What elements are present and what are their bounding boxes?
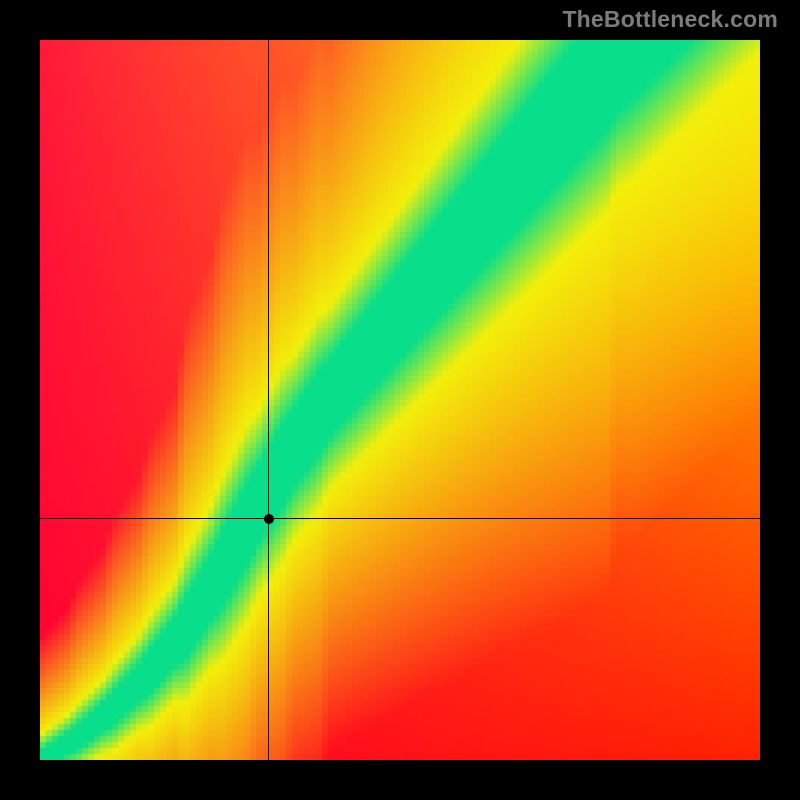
watermark-text: TheBottleneck.com: [562, 6, 778, 33]
crosshair-horizontal: [40, 518, 760, 519]
crosshair-vertical: [268, 40, 269, 760]
crosshair-marker: [264, 514, 274, 524]
bottleneck-heatmap: [40, 40, 760, 760]
